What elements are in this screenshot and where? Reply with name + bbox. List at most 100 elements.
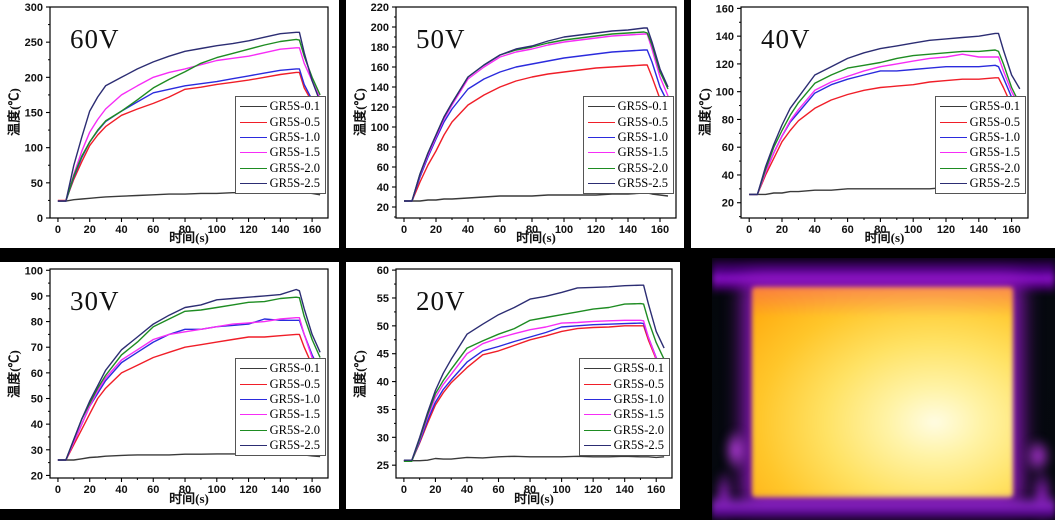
x-tick-label: 140	[271, 484, 289, 496]
legend-entry-GR5S-2.0: GR5S-2.0	[583, 423, 664, 438]
y-tick-label: 55	[377, 293, 389, 305]
legend-entry-GR5S-1.0: GR5S-1.0	[583, 392, 664, 407]
legend-label: GR5S-0.5	[613, 376, 664, 391]
y-tick-label: 40	[377, 377, 389, 389]
legend-label: GR5S-1.5	[269, 145, 320, 160]
legend-line-swatch	[239, 183, 267, 185]
legend-entry-GR5S-1.5: GR5S-1.5	[239, 145, 320, 160]
x-tick-label: 0	[55, 484, 61, 496]
y-tick-label: 50	[377, 321, 389, 333]
series-line-GR5S-2.5	[403, 284, 665, 461]
y-tick-label: 30	[31, 445, 43, 457]
legend-entry-GR5S-0.1: GR5S-0.1	[939, 99, 1020, 114]
legend-entry-GR5S-0.5: GR5S-0.5	[239, 376, 320, 391]
x-tick-label: 100	[904, 224, 922, 236]
x-tick-label: 0	[401, 224, 407, 236]
y-tick-label: 150	[25, 108, 43, 120]
series-line-GR5S-0.5	[57, 71, 321, 202]
legend-label: GR5S-1.0	[617, 129, 668, 144]
legend-line-swatch	[239, 152, 267, 154]
y-tick-label: 200	[25, 72, 43, 84]
chart-panel-30v: 30V 温度(℃) 时间(s) 0 20 40 60 80 100 120 140 160 20 3…	[0, 262, 339, 509]
legend-entry-GR5S-2.0: GR5S-2.0	[939, 160, 1020, 176]
chart-panel-60v: 60V 温度(℃) 时间(s) 0 20 40 60 80 100 120 140 160 0 50…	[0, 0, 339, 248]
x-tick-label: 0	[55, 224, 61, 236]
x-axis-label: 时间(s)	[169, 491, 209, 506]
legend-box: GR5S-0.1 GR5S-0.5 GR5S-1.0 GR5S-1.5 GR5S-2.0…	[234, 96, 326, 195]
legend-label: GR5S-2.5	[613, 438, 664, 453]
y-tick-label: 250	[25, 37, 43, 49]
x-tick-label: 100	[555, 224, 573, 236]
x-tick-label: 80	[526, 224, 538, 236]
legend-entry-GR5S-1.5: GR5S-1.5	[239, 407, 320, 422]
legend-entry-GR5S-2.0: GR5S-2.0	[239, 422, 320, 438]
series-line-GR5S-1.5	[57, 317, 321, 461]
series-line-GR5S-1.5	[749, 53, 1021, 196]
legend-label: GR5S-1.5	[613, 407, 664, 422]
y-tick-label: 120	[716, 59, 734, 71]
y-tick-label: 45	[377, 349, 389, 361]
y-tick-label: 20	[377, 202, 389, 214]
x-tick-label: 80	[874, 224, 886, 236]
x-axis-label: 时间(s)	[864, 230, 905, 245]
x-tick-label: 60	[494, 224, 506, 236]
legend-entry-GR5S-0.1: GR5S-0.1	[239, 361, 320, 376]
x-tick-label: 160	[303, 484, 321, 496]
legend-label: GR5S-2.5	[969, 176, 1020, 191]
legend-line-swatch	[939, 183, 967, 185]
legend-label: GR5S-2.0	[617, 160, 668, 175]
y-tick-label: 140	[371, 82, 389, 94]
x-tick-label: 40	[115, 224, 127, 236]
legend-entry-GR5S-2.0: GR5S-2.0	[587, 160, 668, 176]
chart-svg-40V: 0 20 40 60 80 100 120 140 160 20 40 60 80 100 120 140 16…	[716, 3, 1029, 236]
series-line-GR5S-2.0	[403, 302, 665, 463]
x-tick-label: 80	[179, 484, 191, 496]
legend-entry-GR5S-1.0: GR5S-1.0	[939, 130, 1020, 145]
legend-entry-GR5S-1.5: GR5S-1.5	[939, 145, 1020, 160]
x-tick-label: 20	[429, 484, 441, 496]
series-line-GR5S-2.0	[57, 38, 321, 202]
y-tick-label: 160	[716, 3, 734, 15]
x-tick-label: 140	[970, 224, 988, 236]
y-tick-label: 20	[722, 198, 734, 210]
y-tick-label: 300	[25, 2, 43, 14]
legend-line-swatch	[583, 445, 611, 447]
series-line-GR5S-0.5	[57, 333, 321, 461]
legend-entry-GR5S-0.5: GR5S-0.5	[583, 376, 664, 391]
legend-line-swatch	[239, 414, 267, 416]
legend-label: GR5S-0.5	[969, 114, 1020, 129]
legend-line-swatch	[587, 121, 615, 123]
legend-label: GR5S-1.5	[617, 145, 668, 160]
y-tick-label: 80	[377, 142, 389, 154]
chart-panel-50v: 50V 温度(℃) 时间(s) 0 20 40 60 80 100 120 140 160 20 4…	[346, 0, 684, 248]
x-tick-label: 100	[208, 224, 226, 236]
x-tick-label: 40	[115, 484, 127, 496]
series-line-GR5S-0.5	[403, 325, 665, 462]
legend-label: GR5S-2.0	[269, 422, 320, 437]
x-tick-label: 60	[147, 484, 159, 496]
y-tick-label: 30	[377, 432, 389, 444]
y-tick-label: 20	[31, 470, 43, 482]
x-tick-label: 60	[147, 224, 159, 236]
chart-svg-60V: 0 20 40 60 80 100 120 140 160 0 50 100 150 200 250 300	[25, 2, 329, 236]
x-tick-label: 0	[746, 224, 752, 236]
y-tick-label: 40	[722, 170, 734, 182]
x-tick-label: 20	[430, 224, 442, 236]
legend-entry-GR5S-1.5: GR5S-1.5	[583, 407, 664, 422]
series-line-GR5S-0.5	[749, 77, 1021, 196]
y-tick-label: 50	[31, 178, 43, 190]
y-tick-label: 120	[371, 102, 389, 114]
legend-label: GR5S-0.1	[269, 99, 320, 114]
legend-line-swatch	[939, 136, 967, 138]
y-tick-label: 80	[31, 317, 43, 329]
legend-label: GR5S-2.0	[969, 160, 1020, 175]
x-tick-label: 40	[809, 224, 821, 236]
x-tick-label: 60	[841, 224, 853, 236]
y-tick-label: 40	[377, 182, 389, 194]
legend-label: GR5S-2.5	[617, 176, 668, 191]
x-tick-label: 160	[651, 224, 669, 236]
legend-box: GR5S-0.1 GR5S-0.5 GR5S-1.0 GR5S-1.5 GR5S-2.0…	[234, 358, 326, 457]
legend-label: GR5S-0.5	[269, 114, 320, 129]
legend-line-swatch	[939, 106, 967, 108]
